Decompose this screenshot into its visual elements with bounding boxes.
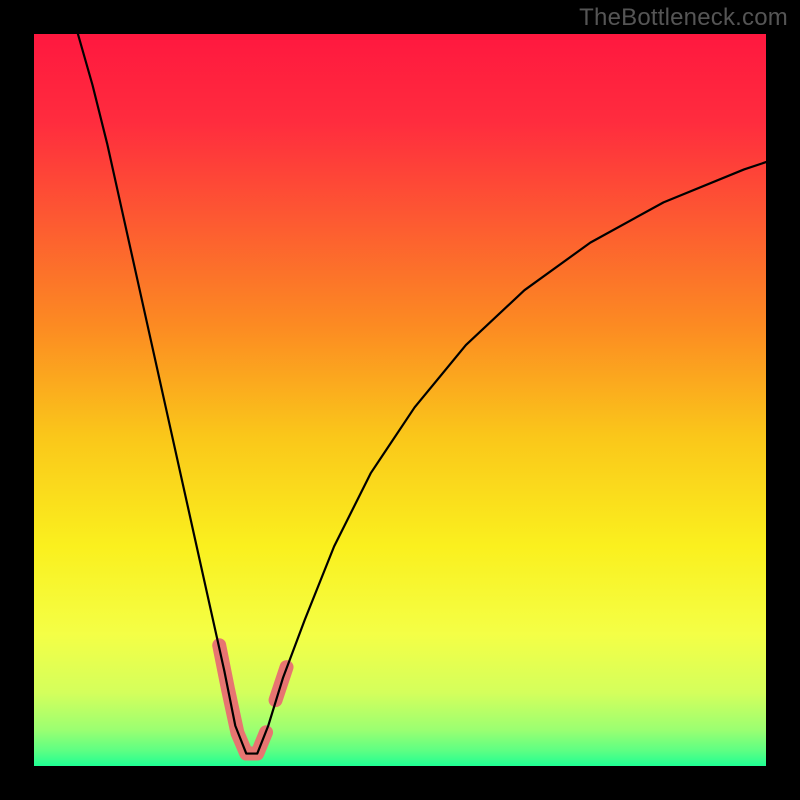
chart-svg [0, 0, 800, 800]
watermark-text: TheBottleneck.com [579, 4, 788, 32]
plot-background [34, 34, 766, 766]
chart-canvas: TheBottleneck.com [0, 0, 800, 800]
